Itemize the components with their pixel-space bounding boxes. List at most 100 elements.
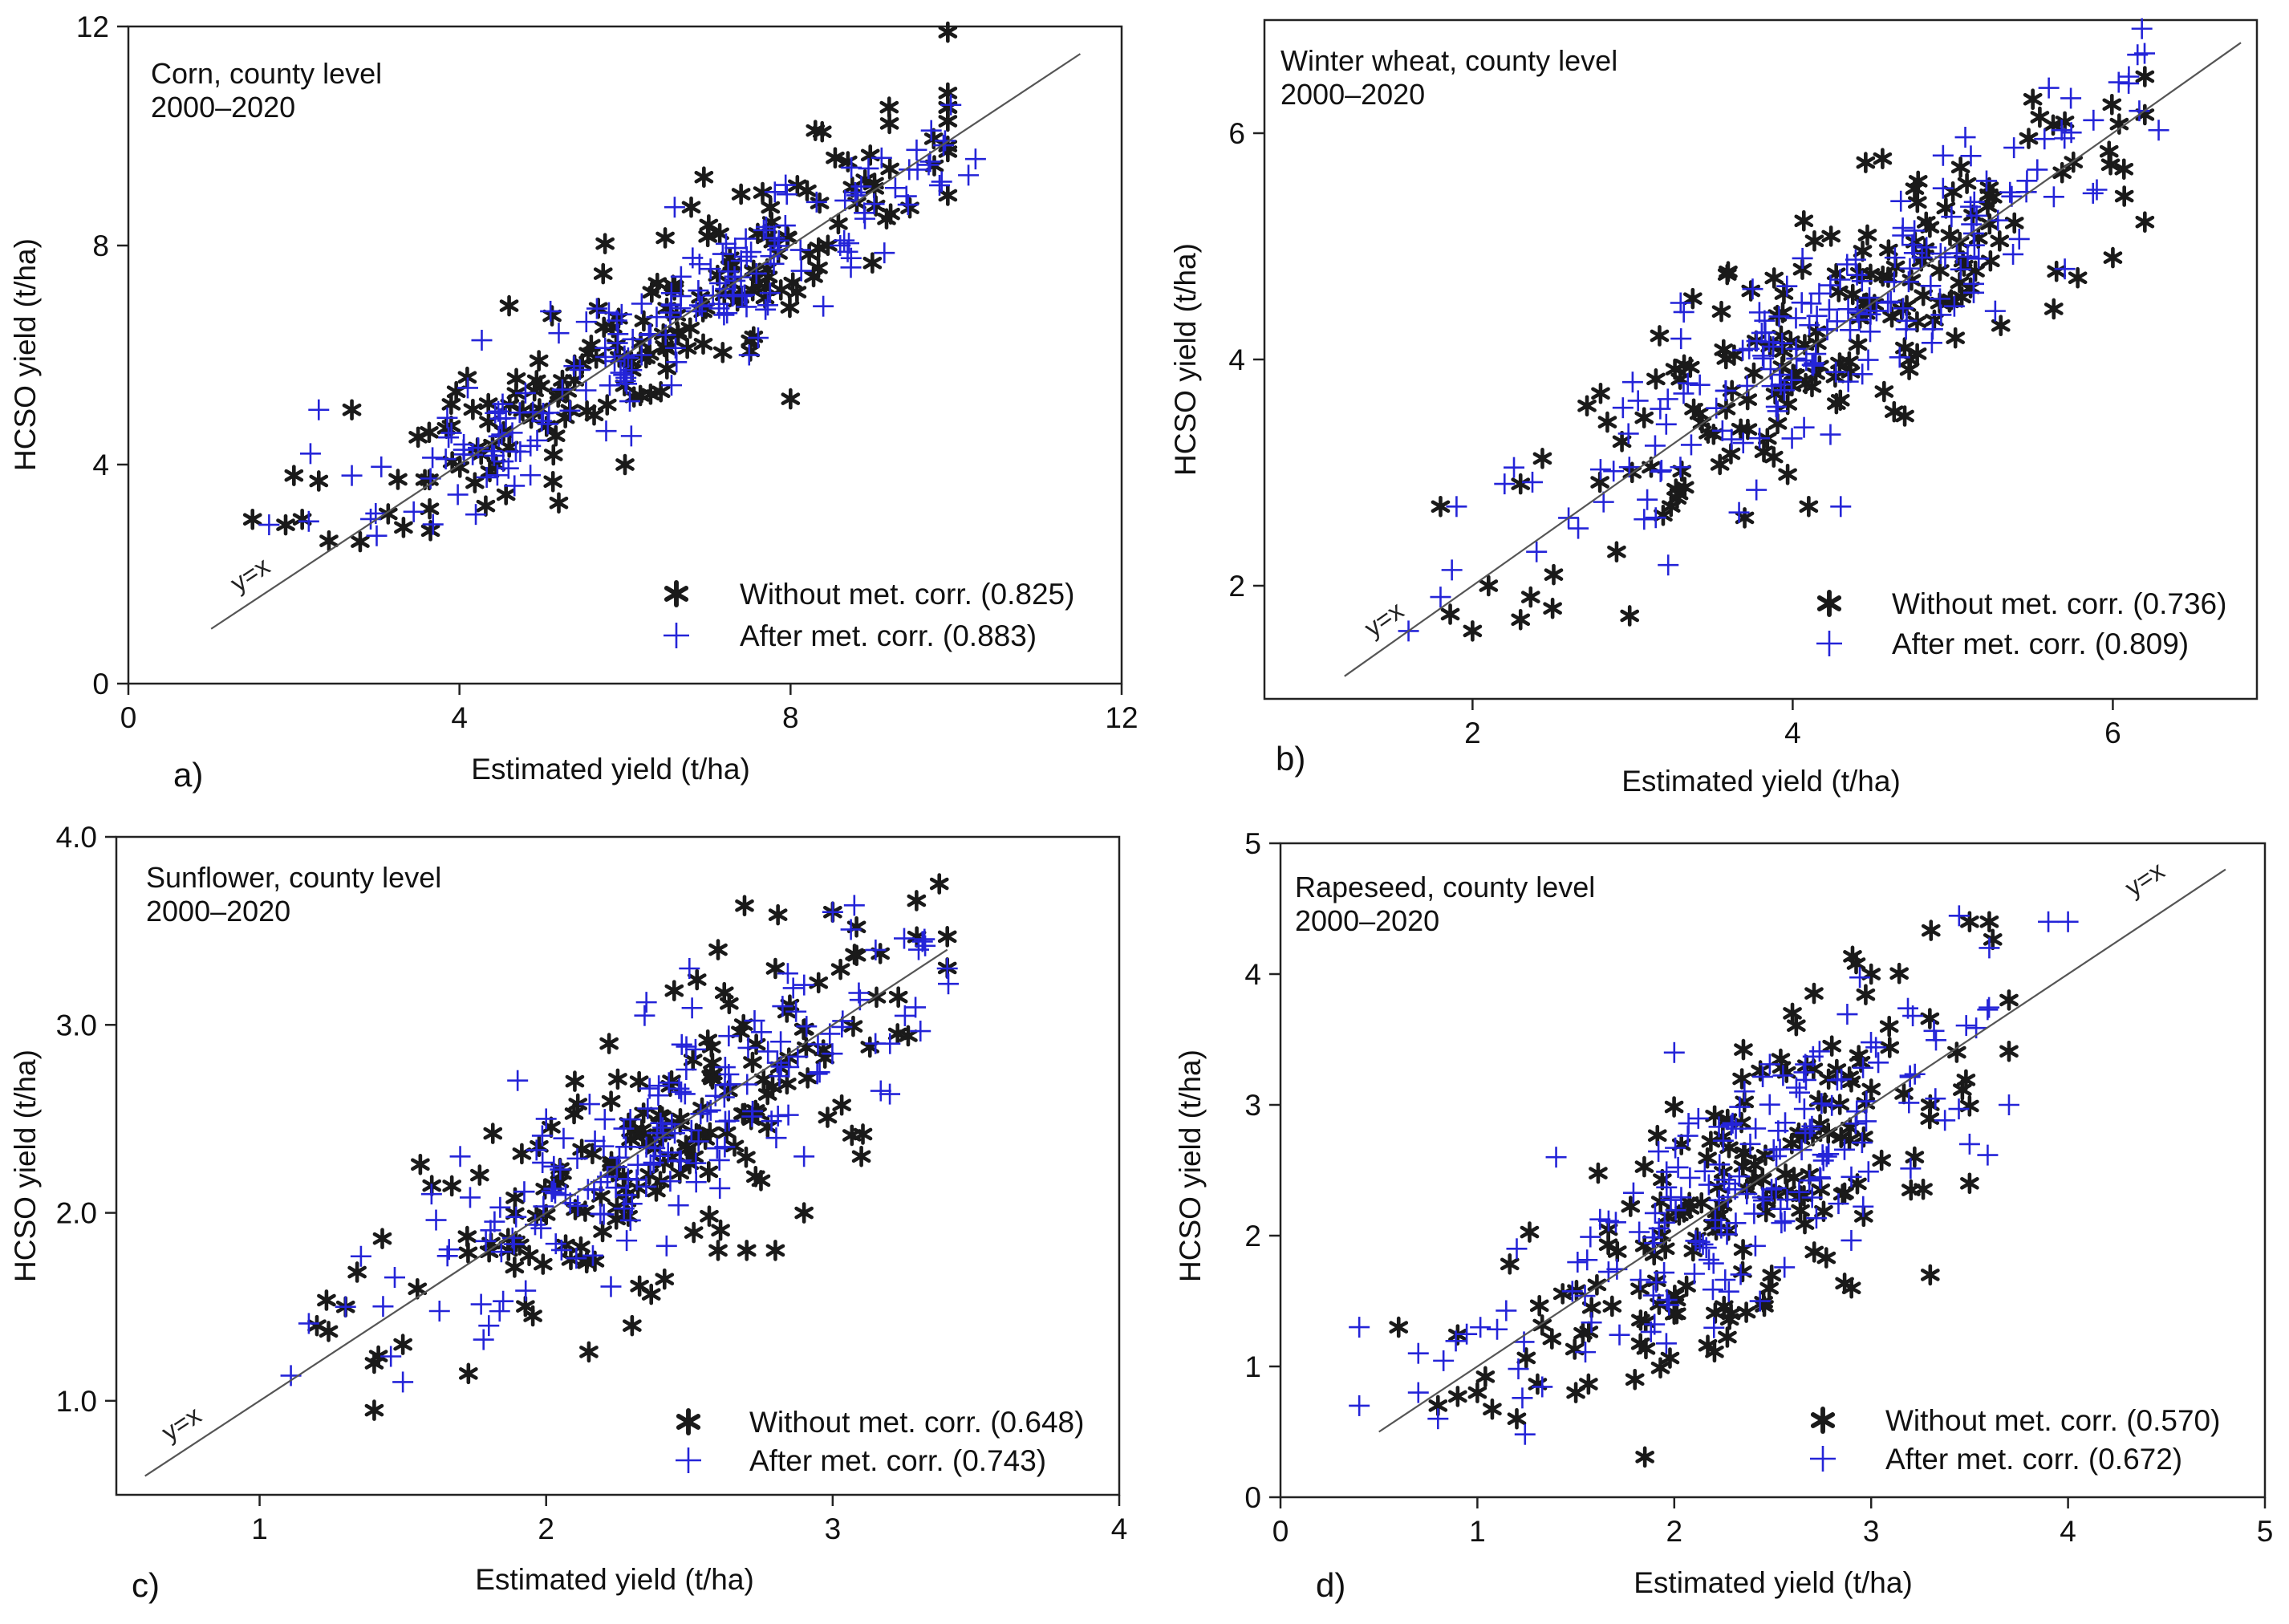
- data-point-after: [1975, 170, 1997, 192]
- data-point-without: [1905, 1146, 1925, 1168]
- data-point-after: [599, 375, 620, 396]
- data-point-after: [392, 1371, 414, 1393]
- data-point-after: [774, 215, 796, 237]
- data-point-after: [505, 441, 526, 462]
- data-point-after: [449, 1146, 471, 1167]
- data-point-after: [658, 1072, 680, 1094]
- data-point-without: [292, 508, 312, 530]
- data-point-without: [1856, 984, 1876, 1005]
- data-point-after: [660, 282, 682, 304]
- data-point-without: [1736, 1301, 1756, 1323]
- data-point-without: [1532, 448, 1552, 469]
- x-axis-label: Estimated yield (t/ha): [475, 1563, 754, 1596]
- data-point-after: [569, 359, 591, 380]
- data-point-after: [1656, 1176, 1678, 1198]
- data-point-after: [1433, 1350, 1455, 1371]
- data-point-after: [335, 1296, 356, 1317]
- data-point-after: [1752, 1066, 1774, 1087]
- data-point-after: [652, 1117, 674, 1139]
- data-point-without: [1978, 195, 1998, 217]
- data-point-after: [685, 300, 707, 322]
- data-point-without: [1991, 315, 2011, 337]
- data-point-without: [1762, 1264, 1782, 1286]
- data-point-after: [2083, 109, 2104, 131]
- x-tick-label: 12: [1105, 701, 1138, 734]
- x-tick-label: 4: [451, 701, 468, 734]
- data-point-without: [342, 399, 362, 421]
- data-point-without: [1431, 495, 1451, 518]
- data-point-after: [1946, 242, 1967, 264]
- data-point-after: [679, 958, 700, 979]
- data-point-without: [1440, 603, 1460, 625]
- data-point-after: [526, 1139, 547, 1161]
- data-point-after: [1898, 1092, 1920, 1114]
- legend-asterisk-marker: [664, 580, 689, 607]
- data-point-without: [242, 508, 262, 530]
- data-point-without: [929, 873, 949, 895]
- data-point-after: [488, 425, 509, 447]
- y-tick-label: 1.0: [56, 1385, 97, 1418]
- data-point-after: [1739, 338, 1760, 359]
- data-point-after: [1812, 1150, 1834, 1171]
- data-point-after: [730, 250, 752, 272]
- axis-ticks: 2 4 6 2 4 6: [1228, 117, 2121, 749]
- data-point-after: [724, 238, 746, 259]
- data-point-without: [662, 1070, 681, 1092]
- data-point-after: [1445, 1330, 1467, 1352]
- data-point-after: [1642, 1285, 1664, 1306]
- data-point-after: [583, 1179, 605, 1200]
- data-point-without: [543, 444, 563, 466]
- data-point-without: [601, 1090, 621, 1112]
- y-tick-label: 0: [1244, 1481, 1261, 1514]
- data-point-after: [1774, 1210, 1796, 1232]
- data-point-after: [1545, 1147, 1567, 1168]
- data-point-without: [699, 214, 719, 236]
- data-point-without: [2004, 212, 2024, 234]
- data-point-after: [643, 1152, 664, 1174]
- data-point-after: [501, 422, 523, 444]
- data-point-after: [530, 1217, 552, 1239]
- y-axis-label: HCSO yield (t/ha): [9, 1050, 42, 1282]
- data-point-after: [757, 1041, 779, 1062]
- data-point-after: [1532, 1376, 1553, 1398]
- data-point-after: [1698, 1249, 1720, 1271]
- data-point-after: [1963, 282, 1985, 303]
- data-point-after: [507, 1070, 529, 1091]
- data-point-without: [1907, 191, 1927, 213]
- x-tick-label: 5: [2257, 1515, 2274, 1548]
- data-point-after: [785, 1001, 807, 1022]
- series-after-met-corr: [258, 94, 986, 546]
- data-point-after: [708, 298, 730, 319]
- data-point-after: [1774, 1257, 1796, 1278]
- data-point-without: [1710, 453, 1730, 476]
- data-point-without: [1500, 1253, 1520, 1275]
- data-point-after: [1846, 1101, 1868, 1123]
- data-point-after: [298, 510, 319, 532]
- data-point-after: [1837, 371, 1859, 392]
- legend: Without met. corr. (0.570) After met. co…: [1810, 1404, 2220, 1476]
- data-point-after: [1820, 274, 1841, 296]
- data-point-without: [1634, 1155, 1654, 1178]
- data-point-without: [1463, 620, 1483, 642]
- data-point-after: [438, 1239, 460, 1261]
- data-point-after: [688, 1131, 709, 1152]
- data-point-after: [1925, 1088, 1946, 1110]
- data-point-after: [787, 1045, 809, 1067]
- data-point-after: [940, 94, 962, 116]
- data-point-without: [655, 335, 674, 358]
- legend-without-label: Without met. corr. (0.570): [1885, 1404, 2220, 1437]
- data-point-without: [787, 281, 807, 303]
- x-tick-label: 4: [1111, 1512, 1128, 1545]
- data-point-without: [593, 1220, 612, 1243]
- data-point-after: [1694, 1160, 1715, 1182]
- data-point-without: [681, 196, 701, 218]
- data-point-after: [1968, 248, 1990, 270]
- data-point-without: [284, 465, 304, 486]
- data-point-without: [553, 1163, 572, 1184]
- data-point-without: [1733, 1239, 1753, 1261]
- data-point-without: [458, 1362, 478, 1385]
- data-point-after: [897, 194, 919, 216]
- data-point-after: [1853, 1196, 1874, 1217]
- data-point-after: [2034, 128, 2056, 150]
